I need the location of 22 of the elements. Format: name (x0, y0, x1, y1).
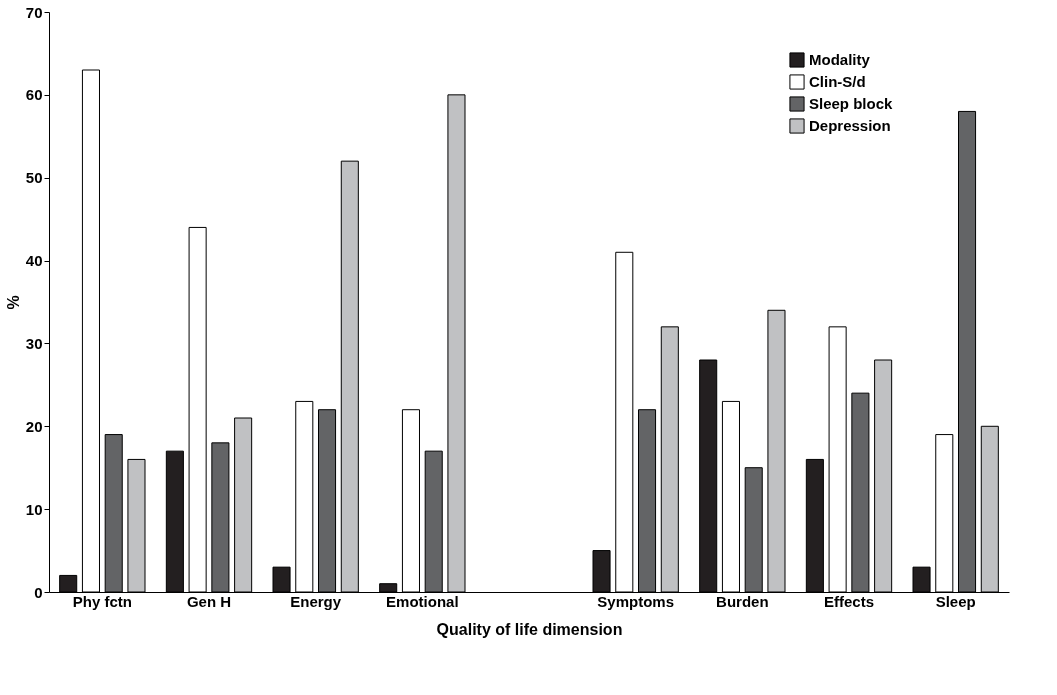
x-axis-title: Quality of life dimension (436, 620, 623, 638)
x-tick-label: Sleep (935, 592, 976, 610)
x-tick-label: Phy fctn (72, 592, 132, 610)
x-tick-label: Symptoms (597, 592, 675, 610)
x-tick-label: Emotional (386, 592, 459, 610)
y-tick-label: 50 (25, 169, 43, 187)
legend-label: Sleep block (809, 95, 894, 112)
x-tick-label: Effects (823, 592, 875, 610)
y-tick-label: 10 (25, 500, 43, 518)
y-tick-label: 70 (25, 3, 43, 21)
y-axis-title: % (4, 295, 22, 310)
legend-label: Modality (809, 51, 871, 68)
x-tick-label: Burden (716, 592, 769, 610)
y-tick-label: 20 (25, 417, 43, 435)
y-tick-label: 40 (25, 252, 43, 270)
legend-label: Clin-S/d (809, 73, 866, 90)
y-tick-label: 0 (34, 583, 43, 601)
y-tick-label: 60 (25, 86, 43, 104)
y-tick-label: 30 (25, 334, 43, 352)
x-tick-label: Energy (290, 592, 342, 610)
legend-label: Depression (809, 117, 891, 134)
x-tick-label: Gen H (186, 592, 232, 610)
